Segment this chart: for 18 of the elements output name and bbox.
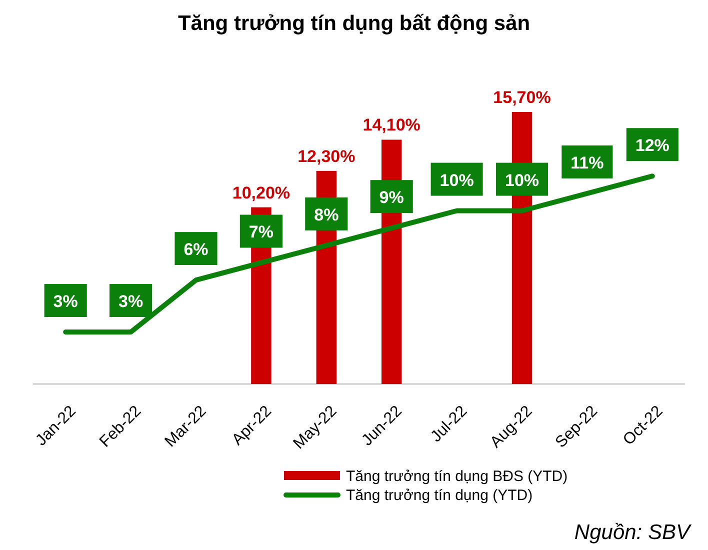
text: Nguồn: SBV (574, 521, 692, 544)
data-label: 3% (118, 292, 144, 312)
data-label: 12,30% (298, 146, 356, 166)
data-label: 15,70% (493, 88, 551, 107)
data-label: 12% (635, 136, 670, 156)
data-label: 11% (570, 153, 604, 172)
data-label: 8% (314, 205, 339, 224)
data-label: 7% (248, 222, 274, 242)
data-label: 10% (504, 170, 540, 190)
data-label: 3% (53, 292, 78, 312)
legend-label: Tăng trưởng tín dụng BĐS (YTD) (346, 468, 568, 485)
data-label: 10,20% (232, 183, 290, 202)
chart-title: Tăng trưởng tín dụng bất động sản (178, 12, 530, 35)
data-label: 6% (184, 240, 208, 260)
data-label: 14,10% (362, 116, 420, 135)
legend-label: Tăng trưởng tín dụng (YTD) (346, 487, 533, 504)
data-label: 9% (379, 188, 404, 208)
data-label: 10% (440, 170, 474, 190)
